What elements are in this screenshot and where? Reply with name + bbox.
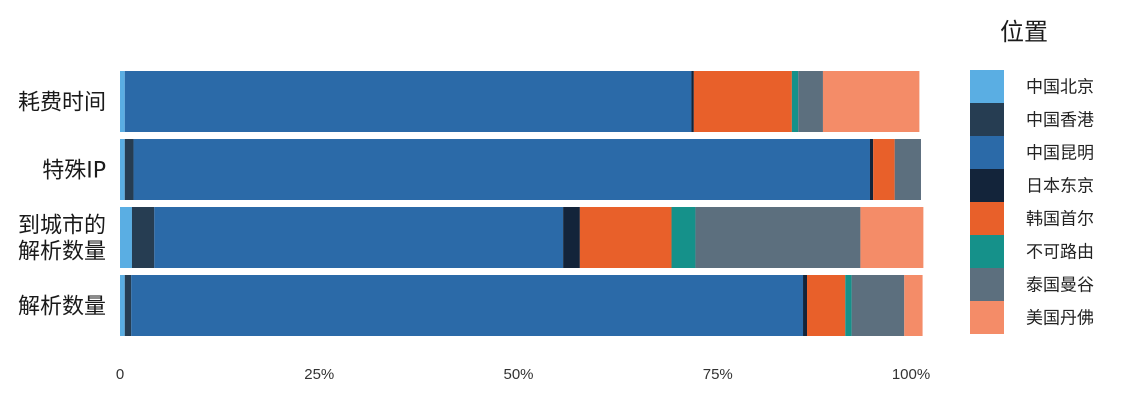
legend-swatch bbox=[970, 136, 1004, 169]
bar-segment bbox=[124, 275, 132, 336]
bar-segment bbox=[563, 207, 580, 268]
bar-segment bbox=[695, 207, 861, 268]
legend-label: 中国北京 bbox=[1026, 78, 1094, 98]
legend-swatch bbox=[970, 70, 1004, 103]
bar-segment bbox=[131, 275, 804, 336]
bar-segment bbox=[120, 71, 125, 132]
legend-label: 不可路由 bbox=[1026, 243, 1094, 263]
category-label: 解析数量 bbox=[18, 295, 106, 320]
category-label: 特殊IP bbox=[42, 159, 106, 184]
bar-segment bbox=[120, 139, 125, 200]
bar-segment bbox=[807, 275, 846, 336]
category-label: 耗费时间 bbox=[18, 91, 106, 116]
x-tick-label: 50% bbox=[503, 366, 533, 383]
x-tick-label: 25% bbox=[304, 366, 334, 383]
legend-title: 位置 bbox=[1000, 18, 1048, 46]
bar-segment bbox=[845, 275, 852, 336]
legend-swatch bbox=[970, 268, 1004, 301]
x-tick-label: 0 bbox=[116, 366, 124, 383]
legend-label: 泰国曼谷 bbox=[1026, 276, 1094, 296]
x-tick-label: 100% bbox=[892, 366, 930, 383]
legend-swatch bbox=[970, 202, 1004, 235]
legend-swatch bbox=[970, 301, 1004, 334]
legend-swatch bbox=[970, 235, 1004, 268]
bar-segment bbox=[691, 71, 694, 132]
bar-segment bbox=[894, 139, 921, 200]
bar-segment bbox=[133, 139, 870, 200]
category-label: 解析数量 bbox=[18, 240, 106, 265]
bar-segment bbox=[904, 275, 923, 336]
bar-segment bbox=[873, 139, 895, 200]
bar-segment bbox=[124, 71, 692, 132]
legend-label: 中国香港 bbox=[1026, 111, 1094, 131]
legend-swatch bbox=[970, 169, 1004, 202]
bar-segment bbox=[803, 275, 808, 336]
x-axis: 0 25% 50% 75% 100% bbox=[116, 366, 930, 383]
bar-segment bbox=[131, 207, 155, 268]
x-tick-label: 75% bbox=[703, 366, 733, 383]
bar-segment bbox=[860, 207, 924, 268]
bars-layer bbox=[120, 71, 924, 336]
bar-segment bbox=[791, 71, 799, 132]
bar-segment bbox=[851, 275, 905, 336]
legend-label: 美国丹佛 bbox=[1026, 309, 1094, 329]
bar-segment bbox=[120, 207, 132, 268]
legend-label: 日本东京 bbox=[1026, 177, 1094, 197]
bar-segment bbox=[798, 71, 823, 132]
bar-segment bbox=[869, 139, 874, 200]
legend-swatch bbox=[970, 103, 1004, 136]
bar-segment bbox=[693, 71, 792, 132]
category-label: 到城市的 bbox=[18, 214, 106, 239]
legend-label: 韩国首尔 bbox=[1026, 210, 1094, 230]
bar-segment bbox=[124, 139, 134, 200]
bar-segment bbox=[120, 275, 125, 336]
legend-label: 中国昆明 bbox=[1026, 144, 1094, 164]
bar-segment bbox=[154, 207, 564, 268]
bar-segment bbox=[671, 207, 696, 268]
bar-segment bbox=[822, 71, 920, 132]
bar-segment bbox=[579, 207, 672, 268]
